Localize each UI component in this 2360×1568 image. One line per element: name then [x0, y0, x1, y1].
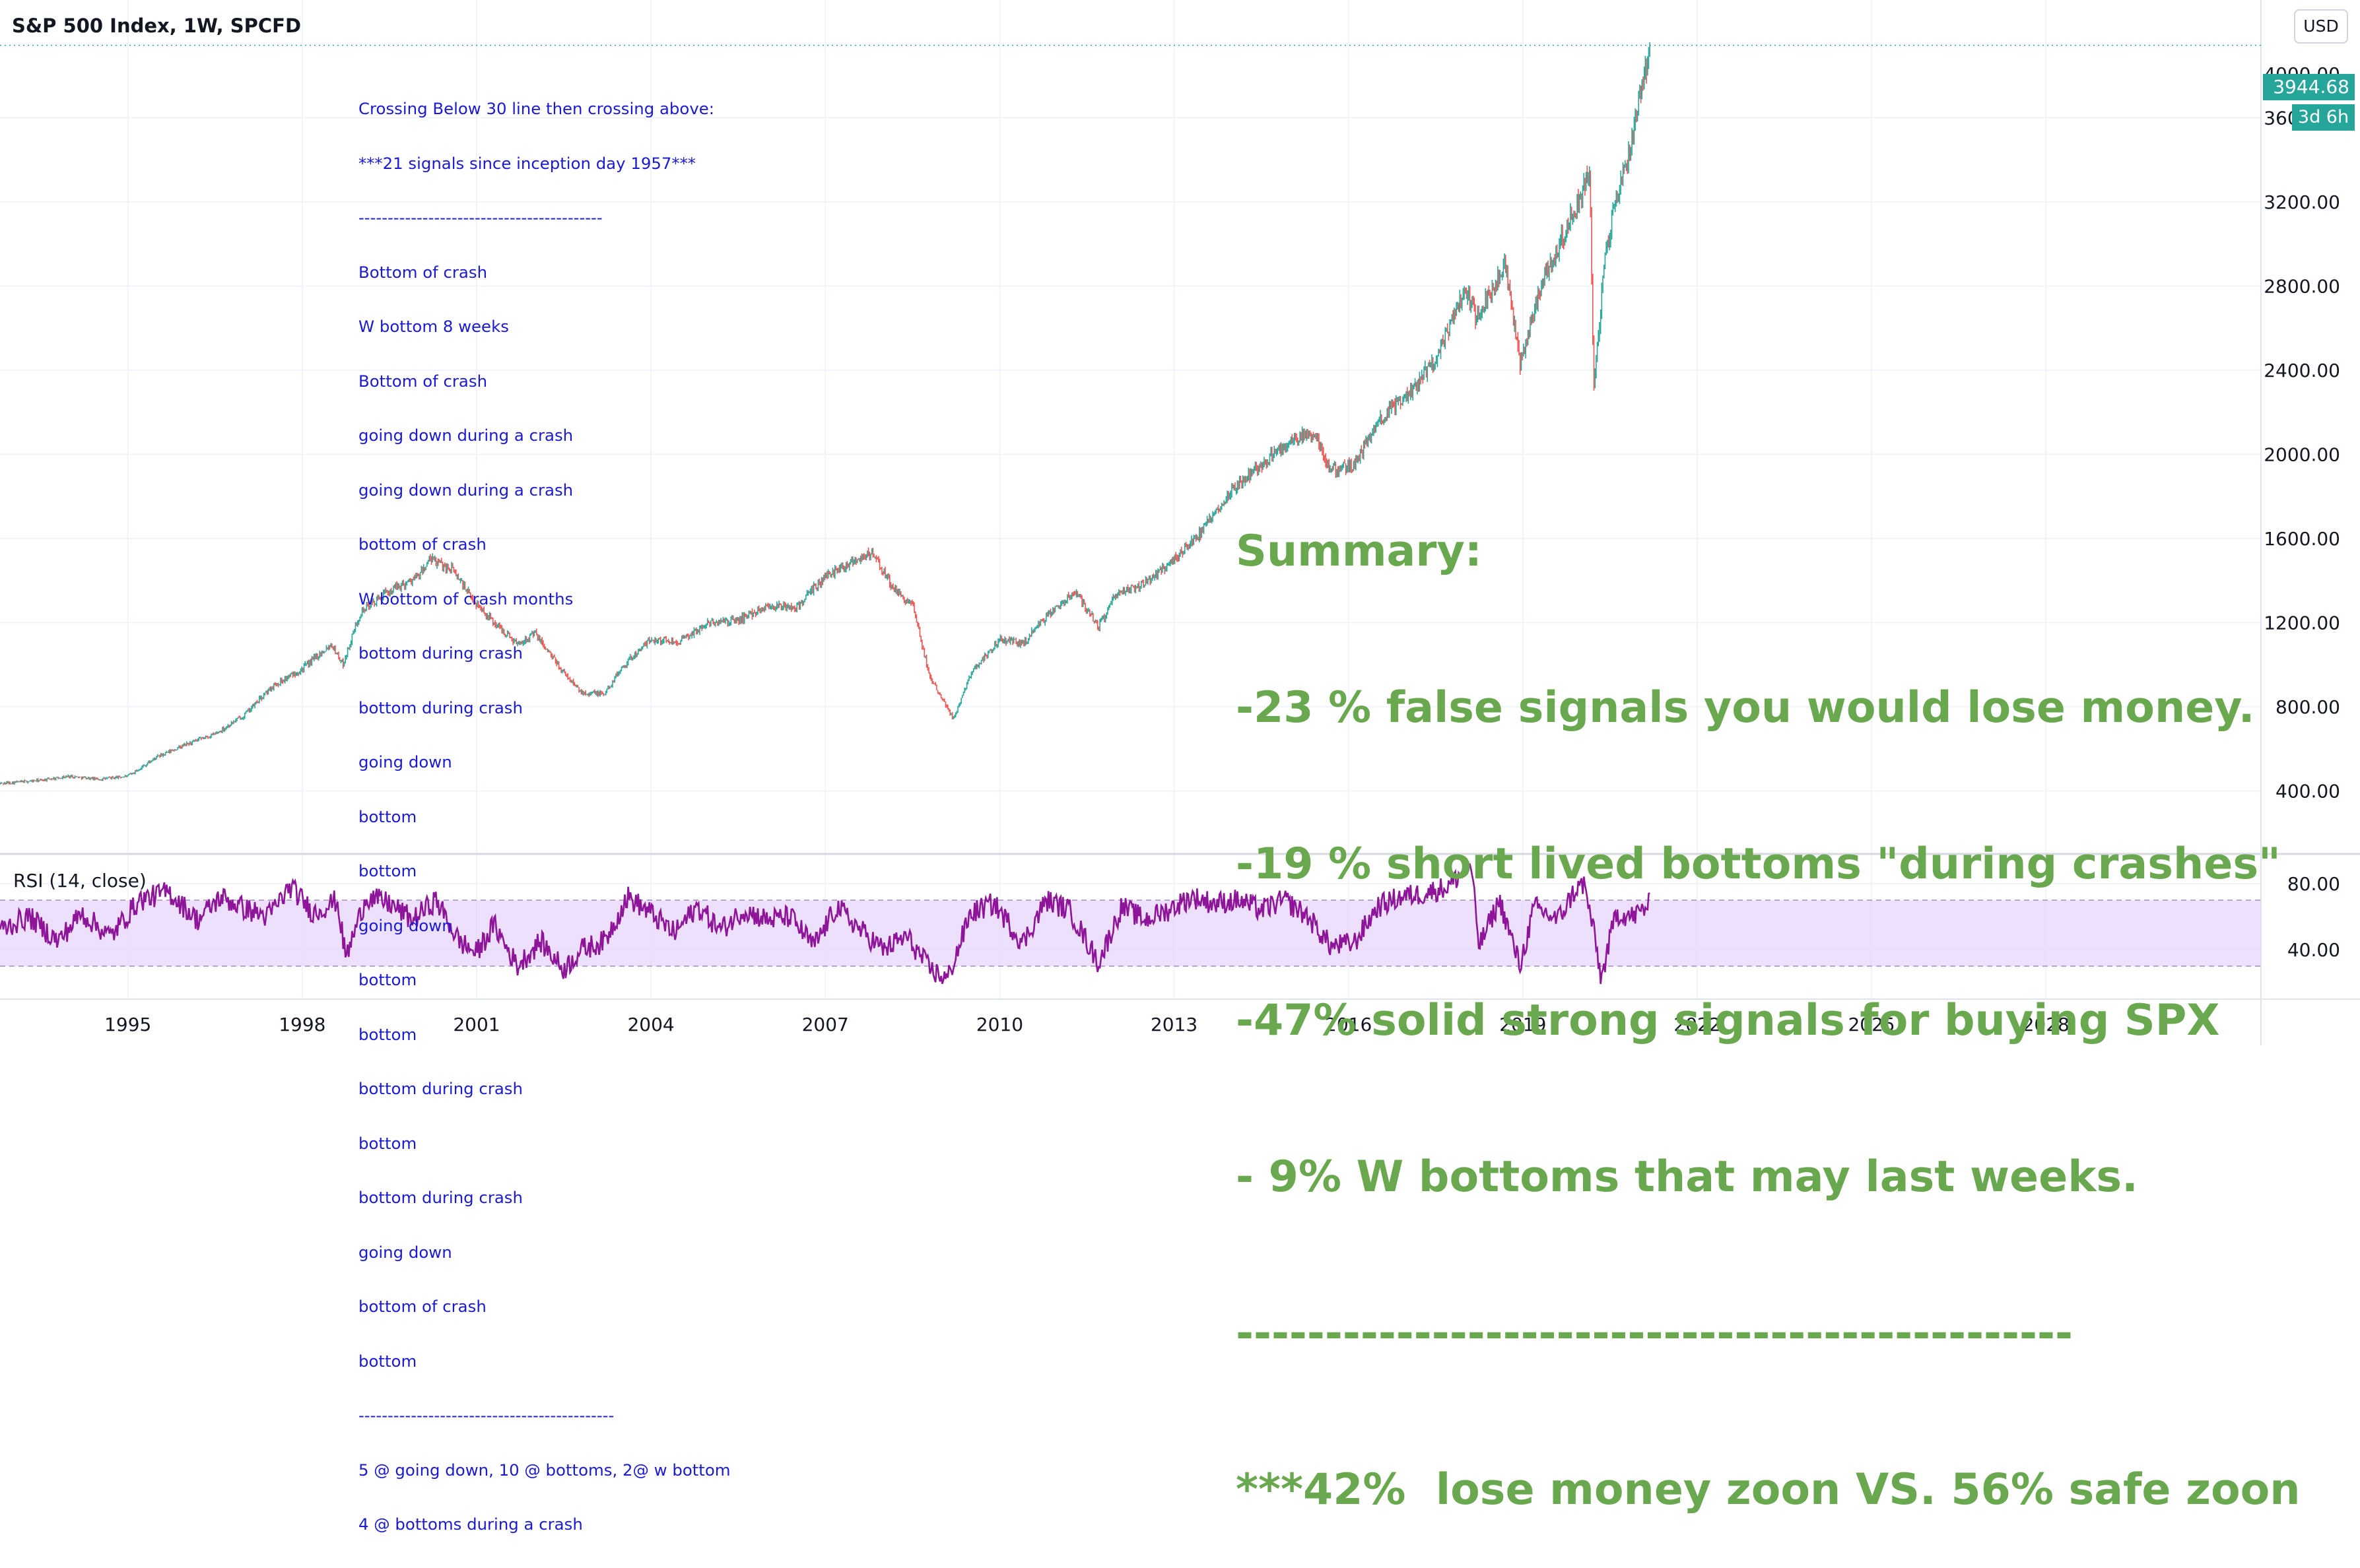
note-line: bottom: [358, 1133, 417, 1153]
rsi-tick-label: 40.00: [2287, 939, 2340, 961]
note-line: ----------------------------------------…: [358, 1406, 615, 1425]
chart-title: S&P 500 Index, 1W, SPCFD: [12, 15, 302, 37]
time-tick-label: 2010: [976, 1014, 1023, 1035]
price-tick-label: 1600.00: [2264, 528, 2340, 550]
time-tick-label: 2013: [1151, 1014, 1197, 1035]
time-tick-label: 2004: [627, 1014, 674, 1035]
note-line: Crossing Below 30 line then crossing abo…: [358, 99, 714, 118]
annotation-note[interactable]: Crossing Below 30 line then crossing abo…: [358, 63, 731, 1552]
note-line: bottom during crash: [358, 643, 523, 663]
time-tick-label: 2001: [453, 1014, 500, 1035]
price-tick-label: 400.00: [2276, 780, 2340, 802]
rsi-band: [0, 899, 2261, 967]
note-line: bottom: [358, 1024, 417, 1044]
note-line: Bottom of crash: [358, 262, 488, 282]
time-tick-label: 2019: [1499, 1014, 1546, 1035]
price-tick-label: 2800.00: [2264, 275, 2340, 297]
chart-canvas[interactable]: 400.00 800.00 1200.00 1600.00 2000.00 2400.00…: [0, 0, 2360, 1045]
time-tick-label: 2028: [2023, 1014, 2070, 1035]
price-tick-label: 1200.00: [2264, 612, 2340, 634]
note-line: bottom: [358, 970, 417, 989]
summary-line: -23 % false signals you would lose money…: [1236, 683, 2255, 733]
annotation-summary[interactable]: Summary: -23 % false signals you would l…: [1236, 421, 2301, 1568]
note-line: bottom during crash: [358, 1079, 523, 1098]
note-line: going down during a crash: [358, 480, 574, 500]
note-line: bottom of crash: [358, 1297, 487, 1316]
price-tick-label: 2000.00: [2264, 443, 2340, 465]
summary-line: - 9% W bottoms that may last weeks.: [1236, 1152, 2138, 1202]
note-line: ***21 signals since inception day 1957**…: [358, 153, 696, 173]
note-line: bottom during crash: [358, 698, 523, 717]
time-tick-label: 2007: [802, 1014, 849, 1035]
note-line: going down: [358, 915, 452, 935]
rsi-legend-label[interactable]: RSI (14, close): [13, 870, 147, 892]
price-tick-label: 3200.00: [2264, 191, 2340, 213]
candlestick-series[interactable]: [0, 42, 2261, 785]
note-line: bottom during crash: [358, 1188, 523, 1207]
rsi-series[interactable]: [0, 863, 1650, 985]
note-line: Bottom of crash: [358, 371, 488, 391]
note-line: W bottom of crash months: [358, 589, 574, 608]
rsi-line: [0, 863, 1650, 985]
rsi-tick-label: 80.00: [2287, 873, 2340, 895]
summary-line: ***42% lose money zoon VS. 56% safe zoon: [1236, 1465, 2301, 1515]
bar-countdown-tag: 3d 6h: [2292, 104, 2355, 131]
summary-line: ----------------------------------------…: [1236, 1309, 2073, 1358]
rsi-band-fill: [0, 900, 2261, 966]
summary-line: Summary:: [1236, 527, 1482, 576]
time-tick-label: 1995: [104, 1014, 151, 1035]
summary-line: -47% solid strong signals for buying SPX: [1236, 996, 2220, 1045]
price-tick-label: 800.00: [2276, 696, 2340, 718]
summary-line: -19 % short lived bottoms "during crashe…: [1236, 839, 2281, 889]
note-line: ----------------------------------------…: [358, 208, 603, 227]
note-line: bottom: [358, 1351, 417, 1371]
time-tick-label: 1998: [279, 1014, 325, 1035]
currency-button[interactable]: USD: [2294, 9, 2348, 44]
time-tick-label: 2022: [1673, 1014, 1720, 1035]
note-line: 4 @ bottoms during a crash: [358, 1515, 583, 1534]
note-line: bottom of crash: [358, 535, 487, 554]
time-tick-label: 2016: [1325, 1014, 1372, 1035]
note-line: going down: [358, 752, 452, 771]
note-line: bottom: [358, 861, 417, 880]
note-line: bottom: [358, 806, 417, 826]
price-tick-label: 2400.00: [2264, 360, 2340, 381]
time-tick-label: 2025: [1848, 1014, 1895, 1035]
note-line: going down during a crash: [358, 426, 574, 445]
note-line: 5 @ going down, 10 @ bottoms, 2@ w botto…: [358, 1460, 731, 1480]
last-price-tag: 3944.68: [2263, 74, 2355, 100]
note-line: W bottom 8 weeks: [358, 317, 509, 336]
note-line: going down: [358, 1242, 452, 1262]
